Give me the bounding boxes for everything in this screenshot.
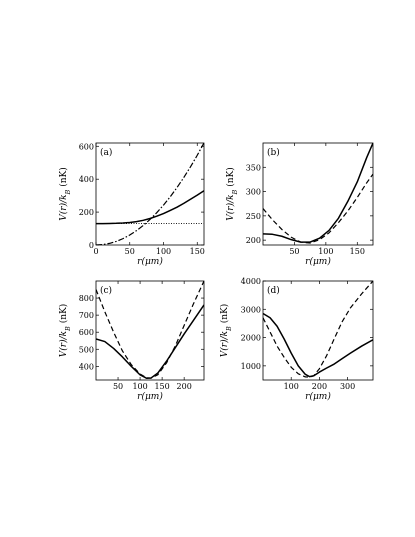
y-tick-label: 2000 xyxy=(241,334,261,343)
y-tick-label: 600 xyxy=(79,142,94,151)
y-tick-label: 800 xyxy=(79,294,94,303)
x-tick-label: 100 xyxy=(284,382,299,391)
y-axis-label: V(r)/kB (nK) xyxy=(58,304,72,358)
panel-label: (a) xyxy=(100,147,112,158)
x-axis-label: r(μm) xyxy=(305,391,331,402)
y-tick-label: 200 xyxy=(79,208,94,217)
y-tick-label: 0 xyxy=(89,241,94,250)
series-line-solid xyxy=(263,143,373,243)
panel-label: (b) xyxy=(267,147,280,158)
plot-frame xyxy=(262,142,374,246)
series-line-dashed xyxy=(96,281,204,379)
panel-b: 50 100 150 200 250 300 350 (b) r(μm) V(r)/kB (nK) xyxy=(225,142,374,267)
y-tick-label: 250 xyxy=(246,212,261,221)
y-tick-label: 200 xyxy=(246,236,261,245)
panel-c: 50 100 150 200 400 500 600 700 800 (c) r(μm) V(r)/k… xyxy=(58,280,205,402)
y-tick-label: 350 xyxy=(246,163,261,172)
y-tick-label: 300 xyxy=(246,188,261,197)
y-tick-label: 3000 xyxy=(241,305,261,314)
x-tick-label: 150 xyxy=(190,247,205,256)
x-tick-label: 150 xyxy=(350,247,365,256)
y-tick-label: 400 xyxy=(79,175,94,184)
x-tick-label: 50 xyxy=(289,247,299,256)
y-tick-label: 600 xyxy=(79,328,94,337)
x-axis-label: r(μm) xyxy=(137,391,163,402)
series-line-dashdot xyxy=(96,143,204,245)
plot-frame xyxy=(262,280,374,381)
series-line-solid xyxy=(96,304,204,380)
x-tick-label: 150 xyxy=(154,382,169,391)
x-tick-label: 50 xyxy=(113,382,123,391)
x-tick-label: 200 xyxy=(312,382,327,391)
x-axis-label: r(μm) xyxy=(137,256,163,267)
y-tick-label: 500 xyxy=(79,345,94,354)
y-tick-label: 4000 xyxy=(241,277,261,286)
panel-label: (d) xyxy=(267,285,280,296)
panel-label: (c) xyxy=(100,285,112,296)
panel-a: 0 50 100 150 0 200 400 600 (a) r(μm) V(r)/kB (nK) xyxy=(58,142,205,267)
x-tick-label: 100 xyxy=(156,247,171,256)
x-axis-label: r(μm) xyxy=(305,256,331,267)
y-tick-label: 700 xyxy=(79,311,94,320)
y-tick-label: 400 xyxy=(79,362,94,371)
y-axis-label: V(r)/kB (nK) xyxy=(58,167,72,221)
x-tick-label: 300 xyxy=(340,382,355,391)
x-tick-label: 100 xyxy=(318,247,333,256)
x-tick-label: 0 xyxy=(93,247,98,256)
x-tick-label: 50 xyxy=(125,247,135,256)
series-line-solid xyxy=(263,312,373,378)
series-line-dashed xyxy=(263,281,373,378)
y-tick-label: 1000 xyxy=(241,362,261,371)
x-tick-label: 100 xyxy=(132,382,147,391)
plot-frame xyxy=(95,280,205,381)
series-line-dashed xyxy=(263,173,373,244)
panel-d: 100 200 300 1000 2000 3000 4000 (d) r(μm) V(r)/kB… xyxy=(219,277,374,402)
y-axis-label: V(r)/kB (nK) xyxy=(219,304,233,358)
plot-frame xyxy=(95,142,205,246)
y-axis-label: V(r)/kB (nK) xyxy=(225,167,239,221)
x-tick-label: 200 xyxy=(177,382,192,391)
